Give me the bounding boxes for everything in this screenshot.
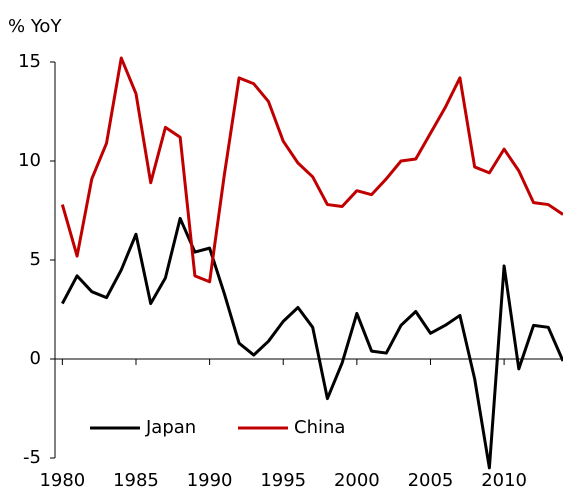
y-tick-label: 5 — [30, 249, 41, 270]
legend-label: Japan — [145, 417, 196, 438]
x-tick-label: 1985 — [113, 470, 159, 491]
y-axis-label: % YoY — [8, 16, 62, 37]
x-tick-label: 2000 — [334, 470, 380, 491]
x-tick-label: 1980 — [39, 470, 85, 491]
y-tick-label: 15 — [18, 51, 41, 72]
y-tick-label: -5 — [23, 447, 41, 468]
x-tick-label: 2010 — [481, 470, 527, 491]
y-tick-label: 10 — [18, 150, 41, 171]
legend-label: China — [294, 417, 345, 438]
series-line — [61, 216, 563, 470]
x-tick-label: 2005 — [408, 470, 454, 491]
x-tick-label: 1995 — [260, 470, 306, 491]
y-tick-label: 0 — [30, 348, 41, 369]
series-line — [60, 56, 563, 284]
x-tick-label: 1990 — [187, 470, 233, 491]
